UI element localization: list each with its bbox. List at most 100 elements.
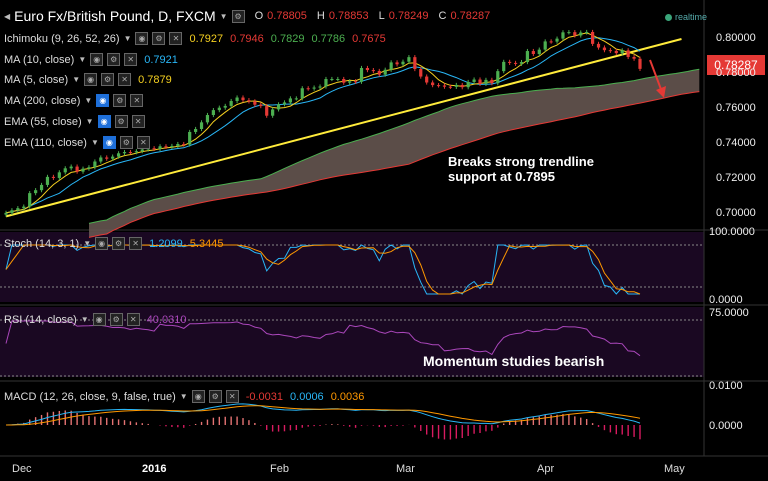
settings-icon[interactable]: ⚙ xyxy=(112,237,126,250)
candle-body xyxy=(276,104,281,110)
indicator-label[interactable]: Ichimoku (9, 26, 52, 26) xyxy=(4,32,120,45)
candle-body xyxy=(620,50,624,54)
eye-icon[interactable]: ◉ xyxy=(96,94,110,107)
indicator-dropdown-icon[interactable]: ▼ xyxy=(84,96,93,105)
close-icon[interactable]: ✕ xyxy=(131,115,145,128)
eye-icon[interactable]: ◉ xyxy=(95,237,109,250)
price-axis-tick: 0.74000 xyxy=(716,136,756,149)
close-icon[interactable]: ✕ xyxy=(126,313,140,326)
indicator-dropdown-icon[interactable]: ▼ xyxy=(179,392,188,401)
indicator-value: 40.0310 xyxy=(146,313,187,326)
settings-icon[interactable]: ⚙ xyxy=(113,94,127,107)
symbol-title[interactable]: Euro Fx/British Pound, D, FXCM xyxy=(14,8,216,24)
settings-icon[interactable]: ⚙ xyxy=(119,136,133,149)
macd-legend[interactable]: MACD (12, 26, close, 9, false, true) ▼ ◉ ⚙ ✕… xyxy=(4,390,364,403)
settings-icon[interactable]: ⚙ xyxy=(101,73,115,86)
candle-body xyxy=(626,50,630,57)
indicator-legend-4[interactable]: EMA (55, close) ▼ ◉ ⚙ ✕ xyxy=(4,115,145,128)
settings-icon[interactable]: ⚙ xyxy=(231,9,245,23)
indicator-value: 1.2099 xyxy=(149,237,183,250)
indicator-label[interactable]: MA (10, close) xyxy=(4,53,75,66)
close-icon[interactable]: ✕ xyxy=(129,237,143,250)
candle-body xyxy=(336,79,340,81)
price-axis-tick: 0.80000 xyxy=(716,31,756,44)
close-icon[interactable]: ✕ xyxy=(130,94,144,107)
candle-body xyxy=(632,56,636,59)
close-icon[interactable]: ✕ xyxy=(169,32,183,45)
candle-body xyxy=(508,61,512,63)
candle-body xyxy=(229,101,233,106)
stoch-d-line xyxy=(5,244,641,295)
candle-body xyxy=(502,61,506,72)
settings-icon[interactable]: ⚙ xyxy=(208,390,222,403)
indicator-label[interactable]: MACD (12, 26, close, 9, false, true) xyxy=(4,390,176,403)
indicator-value: 0.7927 xyxy=(189,32,224,45)
settings-icon[interactable]: ⚙ xyxy=(114,115,128,128)
candle-body xyxy=(324,79,328,87)
eye-icon[interactable]: ◉ xyxy=(84,73,98,86)
eye-icon[interactable]: ◉ xyxy=(90,53,104,66)
candle-body xyxy=(235,97,239,102)
indicator-legend-5[interactable]: EMA (110, close) ▼ ◉ ⚙ ✕ xyxy=(4,136,150,149)
indicator-legend-3[interactable]: MA (200, close) ▼ ◉ ⚙ ✕ xyxy=(4,94,144,107)
indicator-legend-1[interactable]: MA (10, close) ▼ ◉ ⚙ ✕ 0.7921 xyxy=(4,53,178,66)
indicator-label[interactable]: EMA (55, close) xyxy=(4,115,82,128)
close-icon[interactable]: ✕ xyxy=(124,53,138,66)
indicator-dropdown-icon[interactable]: ▼ xyxy=(83,239,92,248)
eye-icon[interactable]: ◉ xyxy=(191,390,205,403)
last-price-badge: 0.78287 xyxy=(707,55,765,75)
candle-body xyxy=(596,43,601,48)
indicator-legend-0[interactable]: Ichimoku (9, 26, 52, 26) ▼ ◉ ⚙ ✕ 0.7927 0.7946… xyxy=(4,32,386,45)
indicator-label[interactable]: EMA (110, close) xyxy=(4,136,87,149)
indicator-dropdown-icon[interactable]: ▼ xyxy=(78,55,87,64)
candle-body xyxy=(395,62,399,65)
candle-body xyxy=(573,32,577,36)
close-icon[interactable]: ✕ xyxy=(225,390,239,403)
candle-body xyxy=(63,168,67,173)
candle-body xyxy=(158,146,162,149)
candle-body xyxy=(401,61,405,65)
candle-body xyxy=(16,208,20,211)
symbol-dropdown-icon[interactable]: ▼ xyxy=(219,11,228,21)
candle-body xyxy=(353,81,358,83)
time-axis-tick: Dec xyxy=(12,463,32,475)
settings-icon[interactable]: ⚙ xyxy=(152,32,166,45)
indicator-label[interactable]: MA (200, close) xyxy=(4,94,81,107)
indicator-dropdown-icon[interactable]: ▼ xyxy=(72,75,81,84)
eye-icon[interactable]: ◉ xyxy=(97,115,111,128)
eye-icon[interactable]: ◉ xyxy=(135,32,149,45)
momentum-annotation: Momentum studies bearish xyxy=(423,353,605,369)
eye-icon[interactable]: ◉ xyxy=(102,136,116,149)
candle-body xyxy=(555,38,559,42)
realtime-label: realtime xyxy=(675,12,708,22)
candle-body xyxy=(182,144,186,146)
candle-body xyxy=(223,105,227,108)
candle-body xyxy=(466,81,470,88)
candle-body xyxy=(194,128,198,132)
settings-icon[interactable]: ⚙ xyxy=(107,53,121,66)
candle-body xyxy=(69,166,73,169)
ichimoku-cloud xyxy=(89,69,700,238)
collapse-icon[interactable]: ◀ xyxy=(4,11,11,21)
rsi-legend[interactable]: RSI (14, close) ▼ ◉ ⚙ ✕ 40.0310 xyxy=(4,313,186,326)
close-icon[interactable]: ✕ xyxy=(136,136,150,149)
indicator-dropdown-icon[interactable]: ▼ xyxy=(80,315,89,324)
indicator-label[interactable]: RSI (14, close) xyxy=(4,313,77,326)
candle-body xyxy=(365,67,370,71)
indicator-dropdown-icon[interactable]: ▼ xyxy=(123,34,132,43)
settings-icon[interactable]: ⚙ xyxy=(109,313,123,326)
pane-axis-tick: 100.0000 xyxy=(709,226,755,238)
ohlc-open-key: O xyxy=(254,10,264,22)
eye-icon[interactable]: ◉ xyxy=(92,313,106,326)
indicator-label[interactable]: MA (5, close) xyxy=(4,73,69,86)
candle-body xyxy=(116,153,121,157)
indicator-dropdown-icon[interactable]: ▼ xyxy=(85,117,94,126)
indicator-dropdown-icon[interactable]: ▼ xyxy=(90,138,99,147)
indicator-legend-2[interactable]: MA (5, close) ▼ ◉ ⚙ ✕ 0.7879 xyxy=(4,73,172,86)
bearish-arrow xyxy=(649,59,663,93)
indicator-label[interactable]: Stoch (14, 3, 1) xyxy=(4,237,80,250)
ohlc-low-value: 0.78249 xyxy=(388,10,429,22)
close-icon[interactable]: ✕ xyxy=(118,73,132,86)
stoch-legend[interactable]: Stoch (14, 3, 1) ▼ ◉ ⚙ ✕ 1.2099 5.3445 xyxy=(4,237,223,250)
candle-body xyxy=(211,110,215,116)
